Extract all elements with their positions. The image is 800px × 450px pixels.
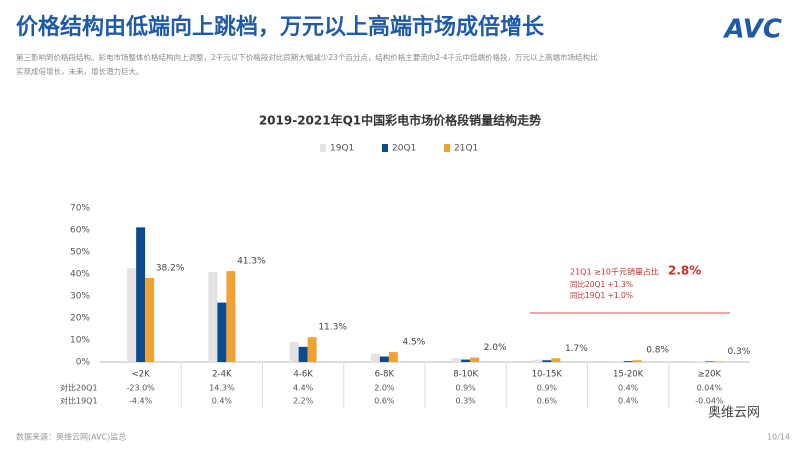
bar xyxy=(208,272,218,362)
watermark: 奥维云网 xyxy=(708,406,760,421)
subtitle-line: 实现成倍增长，未来，增长潜力巨大。 xyxy=(16,66,144,76)
bar xyxy=(127,268,137,362)
bar xyxy=(452,358,462,362)
data-label: 0.3% xyxy=(727,347,750,357)
bar xyxy=(695,361,705,362)
y-tick-label: 30% xyxy=(70,292,90,302)
bar xyxy=(713,361,723,362)
bar xyxy=(542,360,552,362)
bar xyxy=(461,359,471,362)
data-label: 11.3% xyxy=(318,323,347,333)
x-tick-label: <2K xyxy=(132,370,151,380)
bar xyxy=(388,352,398,362)
annotation-line: 同比19Q1 +1.0% xyxy=(570,290,633,300)
bar xyxy=(551,358,561,362)
bar xyxy=(217,302,227,362)
legend-label: 21Q1 xyxy=(454,144,478,154)
x-tick-label: 4-6K xyxy=(293,370,313,380)
y-tick-label: 50% xyxy=(70,248,90,258)
bar xyxy=(370,353,380,362)
table-cell: 0.6% xyxy=(374,397,395,406)
table-cell: 4.4% xyxy=(293,384,314,393)
table-cell: 0.3% xyxy=(455,397,476,406)
annotation-highlight: 2.8% xyxy=(668,264,701,278)
table-cell: 0.6% xyxy=(537,397,558,406)
table-cell: -4.4% xyxy=(129,397,153,406)
table-cell: 0.04% xyxy=(697,384,723,393)
table-cell: 0.4% xyxy=(212,397,233,406)
x-tick-label: 10-15K xyxy=(532,370,563,380)
table-cell: 0.4% xyxy=(618,397,639,406)
table-cell: -23.0% xyxy=(126,384,155,393)
bar xyxy=(623,361,633,362)
legend-label: 19Q1 xyxy=(330,144,354,154)
bar xyxy=(470,357,480,362)
legend-swatch xyxy=(382,144,388,152)
table-cell: 0.4% xyxy=(618,384,639,393)
data-label: 2.0% xyxy=(484,343,507,353)
table-cell: 0.9% xyxy=(537,384,558,393)
data-label: 1.7% xyxy=(565,344,588,354)
x-tick-label: 2-4K xyxy=(212,370,232,380)
bar xyxy=(533,359,543,362)
y-tick-label: 10% xyxy=(70,336,90,346)
row-label: 对比20Q1 xyxy=(60,383,98,393)
x-tick-label: ≥20K xyxy=(698,370,722,380)
bar xyxy=(136,227,146,362)
chart-title: 2019-2021年Q1中国彩电市场价格段销量结构走势 xyxy=(259,113,541,128)
legend-swatch xyxy=(444,144,450,152)
table-cell: 2.2% xyxy=(293,397,314,406)
subtitle-line: 第三影响到价格段结构。彩电市场整体价格结构向上调整，2千元以下价格段对比同期大幅… xyxy=(16,52,598,62)
data-label: 38.2% xyxy=(156,263,185,273)
y-tick-label: 0% xyxy=(76,358,91,368)
data-label: 0.8% xyxy=(646,346,669,356)
legend-swatch xyxy=(320,144,326,152)
table-cell: -0.04% xyxy=(695,397,724,406)
y-tick-label: 20% xyxy=(70,314,90,324)
annotation-lead: 21Q1 ≥10千元销量占比 xyxy=(570,267,659,277)
legend-label: 20Q1 xyxy=(392,144,416,154)
bar xyxy=(632,360,642,362)
y-tick-label: 40% xyxy=(70,270,90,280)
page-number: 10/14 xyxy=(767,433,790,442)
table-cell: 2.0% xyxy=(374,384,395,393)
bar xyxy=(145,277,155,362)
bar xyxy=(704,361,714,362)
table-cell: 14.3% xyxy=(209,384,235,393)
logo: AVC xyxy=(722,15,782,45)
y-tick-label: 60% xyxy=(70,226,90,236)
annotation-line: 同比20Q1 +1.3% xyxy=(570,279,633,289)
slide-title: 价格结构由低端向上跳档，万元以上高端市场成倍增长 xyxy=(16,14,545,40)
bar xyxy=(226,271,236,362)
source: 数据来源：奥维云网(AVC)监总 xyxy=(16,432,126,442)
data-label: 41.3% xyxy=(237,257,266,267)
y-tick-label: 70% xyxy=(70,204,90,214)
bar xyxy=(298,346,308,362)
x-tick-label: 8-10K xyxy=(453,370,478,380)
x-tick-label: 6-8K xyxy=(375,370,395,380)
bar xyxy=(614,361,624,362)
data-label: 4.5% xyxy=(402,338,425,348)
x-tick-label: 15-20K xyxy=(613,370,644,380)
row-label: 对比19Q1 xyxy=(60,396,98,406)
bar xyxy=(307,337,317,362)
table-cell: 0.9% xyxy=(455,384,476,393)
bar xyxy=(379,356,389,362)
bar xyxy=(289,341,299,362)
